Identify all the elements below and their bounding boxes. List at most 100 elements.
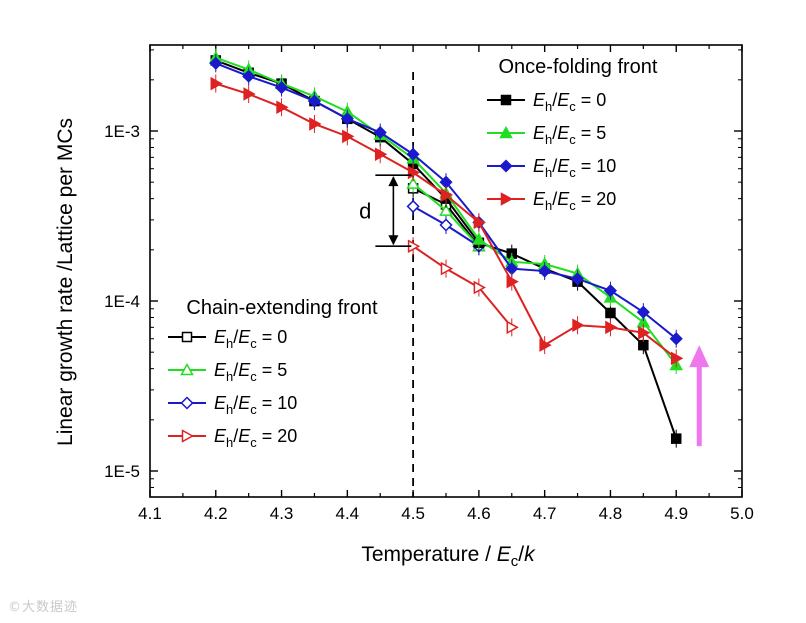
y-axis-label: Linear growth rate /Lattice per MCs <box>54 118 77 446</box>
marker-square <box>670 433 682 444</box>
x-tick-label: 4.4 <box>336 504 360 523</box>
legend-label: Eh/Ec = 0 <box>214 327 287 351</box>
marker-square <box>605 307 616 319</box>
marker-triangle-right <box>605 320 618 335</box>
legend-entry-ratio-20: Eh/Ec = 20 <box>168 426 297 450</box>
marker-triangle-up <box>406 176 420 189</box>
marker-diamond <box>570 272 585 286</box>
x-tick-label: 4.5 <box>401 504 425 523</box>
x-tick-label: 4.3 <box>270 504 294 523</box>
marker-triangle-right <box>473 215 486 230</box>
x-tick-label: 4.6 <box>467 504 491 523</box>
y-tick-label: 1E-4 <box>104 292 140 311</box>
marker-square <box>500 94 512 106</box>
legend-label: Eh/Ec = 5 <box>533 123 606 147</box>
pink-arrow <box>689 345 710 447</box>
marker-triangle-right <box>181 429 195 443</box>
marker-triangle-right <box>374 147 388 162</box>
marker-triangle-right <box>243 87 256 101</box>
marker-diamond <box>406 199 420 213</box>
marker-diamond <box>669 332 683 346</box>
legend-entry-ratio-5: Eh/Ec = 5 <box>168 360 287 384</box>
marker-triangle-right <box>506 320 519 335</box>
marker-triangle-up <box>472 232 486 245</box>
marker-diamond <box>538 264 552 278</box>
legend-label: Eh/Ec = 10 <box>214 393 297 417</box>
series-layer <box>209 48 684 448</box>
marker-diamond <box>636 305 650 319</box>
marker-triangle-right <box>638 326 651 340</box>
marker-diamond <box>406 147 420 161</box>
legend-entry-ratio-0: Eh/Ec = 0 <box>168 327 287 351</box>
marker-triangle-right <box>572 318 585 333</box>
legend-entry-ratio-0: Eh/Ec = 0 <box>487 90 606 114</box>
axis-labels: Linear growth rate /Lattice per MCs Temp… <box>54 118 536 570</box>
marker-triangle-right <box>210 76 223 91</box>
legend-label: Eh/Ec = 20 <box>533 189 616 213</box>
d-arrowhead-down <box>388 235 399 246</box>
x-axis-label-k: k <box>524 543 536 566</box>
legend-label: Eh/Ec = 5 <box>214 360 287 384</box>
marker-triangle-right <box>670 351 684 366</box>
marker-diamond <box>180 396 194 410</box>
series-open-ratio-20 <box>407 237 519 337</box>
series-filled-ratio-20 <box>210 74 684 368</box>
marker-diamond <box>373 125 387 140</box>
watermark-text: ©大数据迹 <box>8 600 79 615</box>
marker-triangle-up <box>180 362 194 376</box>
marker-diamond <box>439 218 453 232</box>
x-axis-label-sub: c <box>511 553 519 570</box>
marker-triangle-right <box>440 188 454 202</box>
x-tick-label: 5.0 <box>730 504 754 523</box>
axes: 4.1 4.2 4.3 4.4 4.5 4.6 4.7 4.8 4.9 5.0 1E-5 1E-4 1E… <box>104 44 754 523</box>
d-label: d <box>359 199 371 224</box>
x-axis-label-var: E <box>497 543 512 566</box>
x-tick-label: 4.8 <box>599 504 623 523</box>
x-tick-label: 4.2 <box>204 504 228 523</box>
marker-triangle-right <box>473 280 486 295</box>
marker-triangle-right <box>440 261 454 276</box>
legend-label: Eh/Ec = 20 <box>214 426 297 450</box>
marker-square <box>181 331 193 343</box>
x-axis-label: Temperature / Ec/k <box>361 543 536 570</box>
marker-triangle-right <box>539 338 552 352</box>
arrow-head <box>689 345 710 368</box>
marker-diamond <box>274 81 289 95</box>
legend-entry-ratio-20: Eh/Ec = 20 <box>487 189 616 213</box>
x-axis-label-main: Temperature / <box>361 543 496 566</box>
marker-square <box>638 339 649 351</box>
series-line <box>412 245 513 328</box>
legend-chain-extending: Chain-extending front Eh/Ec = 0 Eh/Ec = 5 E… <box>168 297 378 450</box>
marker-diamond <box>242 69 256 83</box>
marker-diamond <box>603 284 618 298</box>
marker-triangle-right <box>342 129 355 144</box>
marker-triangle-up <box>439 203 453 216</box>
legend-label: Eh/Ec = 0 <box>533 90 606 114</box>
d-annotation: d <box>359 174 412 248</box>
x-tick-label: 4.9 <box>664 504 688 523</box>
legend-once-folding: Once-folding front Eh/Ec = 0 Eh/Ec = 5 Eh/E… <box>487 56 658 213</box>
series-open-ratio-10 <box>406 197 486 256</box>
series-line <box>215 59 678 439</box>
marker-triangle-right <box>276 100 289 114</box>
x-axis-label-slash: / <box>518 543 524 566</box>
marker-triangle-up <box>499 125 513 139</box>
legend-title: Once-folding front <box>499 56 658 78</box>
y-tick-label: 1E-5 <box>104 462 140 481</box>
legend-title: Chain-extending front <box>186 297 378 319</box>
marker-diamond <box>209 56 223 70</box>
x-tick-label: 4.7 <box>533 504 557 523</box>
marker-diamond <box>340 112 354 126</box>
legend-entry-ratio-5: Eh/Ec = 5 <box>487 123 606 147</box>
marker-diamond <box>307 94 322 108</box>
legend-entry-ratio-10: Eh/Ec = 10 <box>168 393 297 417</box>
marker-triangle-right <box>500 192 514 206</box>
y-tick-label: 1E-3 <box>104 122 140 141</box>
marker-triangle-right <box>506 274 519 289</box>
legend-entry-ratio-10: Eh/Ec = 10 <box>487 156 616 180</box>
marker-triangle-right <box>309 117 322 131</box>
d-arrowhead-up <box>388 176 399 187</box>
x-tick-label: 4.1 <box>138 504 162 523</box>
legend-label: Eh/Ec = 10 <box>533 156 616 180</box>
